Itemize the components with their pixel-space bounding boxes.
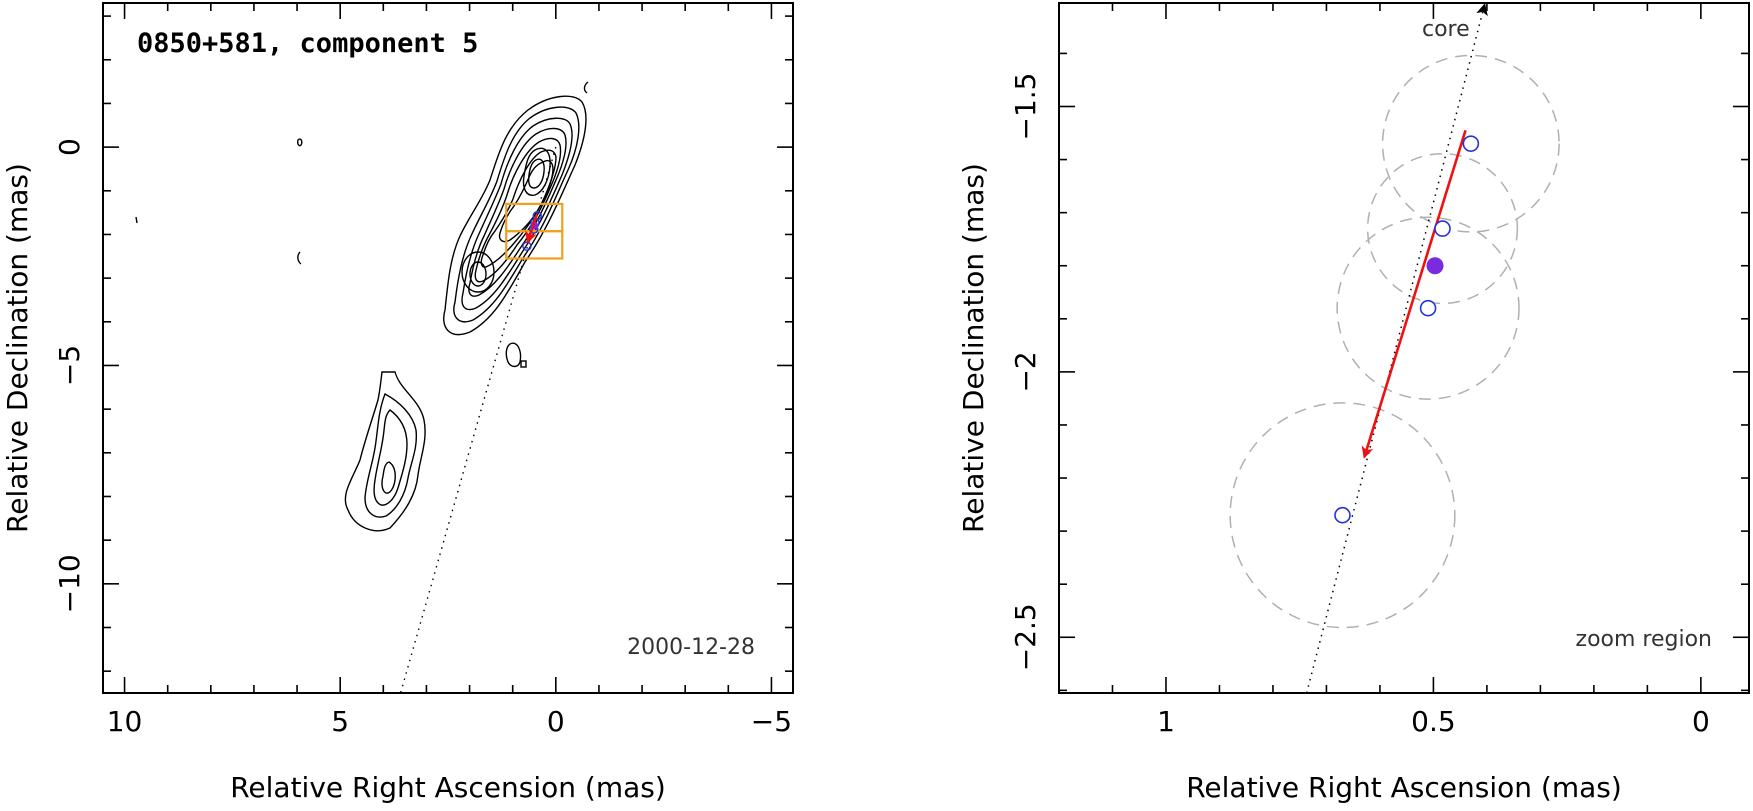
left-y-tick-label: 0 — [53, 138, 86, 156]
contour-level-5 — [474, 137, 562, 283]
right-jet-axis-line — [1305, 3, 1488, 694]
contour-south-4 — [381, 461, 396, 494]
contour-speck-4 — [297, 251, 302, 265]
contour-core-inner-1 — [522, 147, 551, 196]
contour-level-3 — [461, 117, 573, 311]
epoch-position — [1426, 257, 1444, 275]
zoom-box-lower — [505, 230, 564, 260]
right-y-tick-label: −2 — [1009, 351, 1042, 392]
component-position — [1334, 506, 1351, 524]
left-plot-frame — [102, 2, 794, 694]
left-x-tick-label: 5 — [331, 705, 349, 738]
left-x-tick-label: −5 — [751, 705, 792, 738]
contour-level-4 — [468, 127, 567, 297]
right-y-axis-label: Relative Declination (mas) — [957, 163, 990, 533]
left-x-axis-label: Relative Right Ascension (mas) — [230, 771, 666, 804]
right-ticks — [1058, 3, 1749, 693]
right-x-axis-label: Relative Right Ascension (mas) — [1186, 771, 1622, 804]
left-motion-arrow — [525, 214, 538, 244]
contour-level-2 — [453, 106, 580, 323]
right-panel: 1 0.5 0 −1.5 −2 −2.5 core zoom region Relativ… — [957, 2, 1750, 804]
zoom-region-label: zoom region — [1576, 627, 1712, 652]
contour-south-1 — [344, 371, 426, 532]
right-overlays — [1229, 3, 1560, 694]
contour-level-6 — [480, 149, 557, 268]
contour-blob-small — [505, 342, 522, 368]
left-x-tick-label: 10 — [107, 705, 143, 738]
contour-speck-2 — [297, 138, 303, 147]
left-y-axis-label: Relative Declination (mas) — [1, 163, 34, 533]
left-title: 0850+581, component 5 — [137, 28, 478, 59]
left-x-tick-label: 0 — [547, 705, 565, 738]
contour-knot-outer — [461, 251, 495, 293]
left-tick-labels: 10 5 0 −5 0 −5 −10 — [53, 138, 792, 738]
right-motion-arrow — [1361, 130, 1467, 459]
core-label: core — [1422, 17, 1470, 42]
contour-map — [135, 81, 589, 532]
left-y-tick-label: −10 — [53, 554, 86, 613]
left-panel: 10 5 0 −5 0 −5 −10 — [1, 2, 794, 804]
contour-main-jet — [443, 95, 587, 336]
date-label: 2000-12-28 — [627, 635, 755, 660]
right-tick-labels: 1 0.5 0 −1.5 −2 −2.5 — [1009, 73, 1710, 739]
component-position — [1419, 299, 1437, 317]
left-component-marker — [522, 241, 532, 251]
left-ticks — [103, 3, 793, 693]
right-x-tick-label: 0 — [1692, 705, 1710, 738]
contour-south-2 — [364, 393, 418, 518]
contour-speck-5 — [583, 81, 589, 94]
left-overlays — [399, 146, 564, 694]
left-y-tick-label: −5 — [53, 345, 86, 386]
uncertainty-circle — [1336, 216, 1520, 400]
contour-knot-inner — [469, 261, 487, 287]
contour-southern-component — [344, 371, 426, 532]
contour-south-3 — [373, 409, 408, 506]
contour-core-inner-2 — [527, 158, 545, 189]
right-y-tick-label: −1.5 — [1009, 73, 1042, 141]
component-position — [1462, 135, 1480, 152]
contour-speck-3 — [135, 216, 138, 224]
right-plot-frame — [1058, 2, 1750, 694]
right-x-tick-label: 1 — [1157, 705, 1175, 738]
right-x-tick-label: 0.5 — [1411, 705, 1456, 738]
uncertainty-circle — [1366, 152, 1519, 305]
contour-speck-1 — [520, 360, 527, 368]
right-y-tick-label: −2.5 — [1009, 603, 1042, 671]
uncertainty-circle — [1229, 402, 1456, 629]
component-position — [1434, 220, 1451, 237]
contour-level-1 — [443, 95, 587, 336]
